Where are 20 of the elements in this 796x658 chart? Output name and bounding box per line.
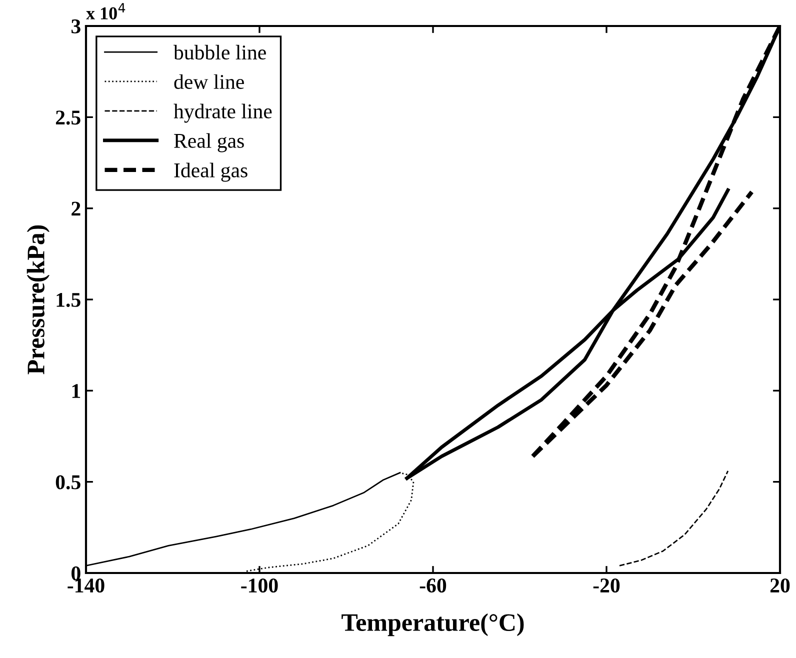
- x-tick-label: -20: [593, 578, 620, 593]
- text: x 10$^{4}$: [86, 3, 126, 20]
- legend-label: hydrate line: [174, 104, 272, 123]
- x-axis-title: Temperature(°C): [342, 613, 524, 636]
- y-tick-label: 1.5: [56, 292, 80, 308]
- x-tick-label: -100: [241, 578, 278, 593]
- y-tick-label: 2: [72, 202, 80, 216]
- y-tick-label: 2.5: [56, 110, 80, 125]
- y-tick-label: 3: [72, 19, 80, 34]
- x-tick-label: 20: [770, 578, 790, 593]
- legend-label: bubble line: [174, 44, 266, 60]
- x-tick-label: -140: [68, 578, 104, 593]
- y-axis-title: Pressure(kPa): [26, 225, 50, 374]
- legend-label: dew line: [174, 74, 244, 89]
- legend-label: Real gas: [174, 133, 244, 152]
- y-tick-label: 1: [72, 384, 80, 398]
- y-tick-label: 0: [72, 566, 80, 580]
- y-tick-label: 0.5: [56, 475, 80, 490]
- legend-label: Ideal gas: [174, 162, 248, 182]
- x-tick-label: -60: [420, 578, 446, 593]
